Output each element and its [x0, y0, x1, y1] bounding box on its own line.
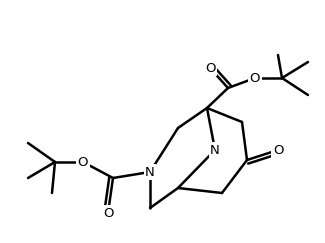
- Text: O: O: [273, 144, 283, 156]
- Text: O: O: [250, 71, 260, 85]
- Text: N: N: [210, 144, 220, 156]
- Text: N: N: [145, 165, 155, 179]
- Text: O: O: [78, 156, 88, 168]
- Text: O: O: [103, 207, 113, 219]
- Text: O: O: [205, 61, 215, 75]
